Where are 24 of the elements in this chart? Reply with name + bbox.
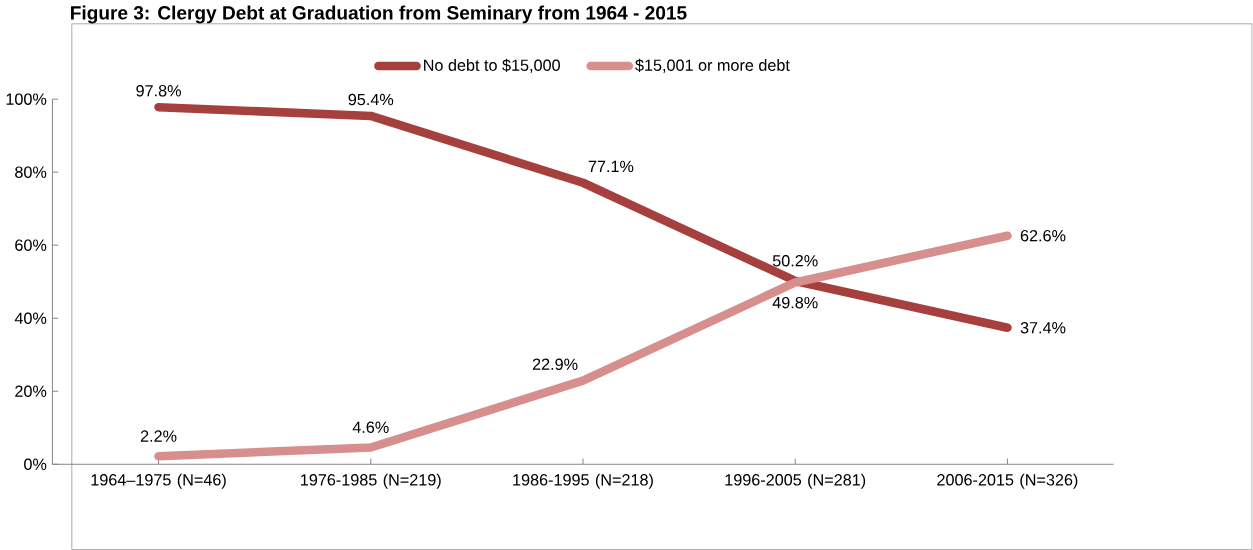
y-tick-label: 100%: [6, 93, 47, 105]
data-label: 2.2%: [140, 430, 177, 442]
data-label: 37.4%: [1020, 321, 1066, 334]
y-tick-label: 40%: [14, 312, 47, 324]
data-label: 49.8%: [772, 296, 818, 309]
data-label: 97.8%: [136, 84, 181, 97]
data-label: 22.9%: [532, 358, 578, 370]
x-tick-label: 1996-2005 (N=281): [725, 473, 866, 489]
data-label: 4.6%: [352, 421, 389, 433]
data-label: 50.2%: [772, 254, 818, 267]
legend-label: $15,001 or more debt: [635, 58, 790, 73]
x-tick-label: 1976-1985 (N=219): [301, 473, 441, 489]
y-tick-label: 80%: [15, 166, 47, 178]
legend-label: No debt to $15,000: [424, 58, 560, 73]
data-label: 62.6%: [1020, 229, 1066, 242]
y-tick-label: 60%: [15, 239, 47, 251]
y-tick-label: 20%: [15, 385, 47, 397]
data-label: 95.4%: [348, 93, 394, 106]
x-tick-label: 2006-2015 (N=326): [937, 473, 1078, 489]
x-tick-label: 1964–1975 (N=46): [91, 473, 226, 489]
y-tick-label: 0%: [24, 458, 47, 470]
x-tick-label: 1986-1995 (N=218): [513, 473, 653, 489]
data-label: 77.1%: [588, 160, 634, 173]
chart-title: Figure 3: Clergy Debt at Graduation from Seminary from 1964 - 2015: [71, 5, 687, 24]
